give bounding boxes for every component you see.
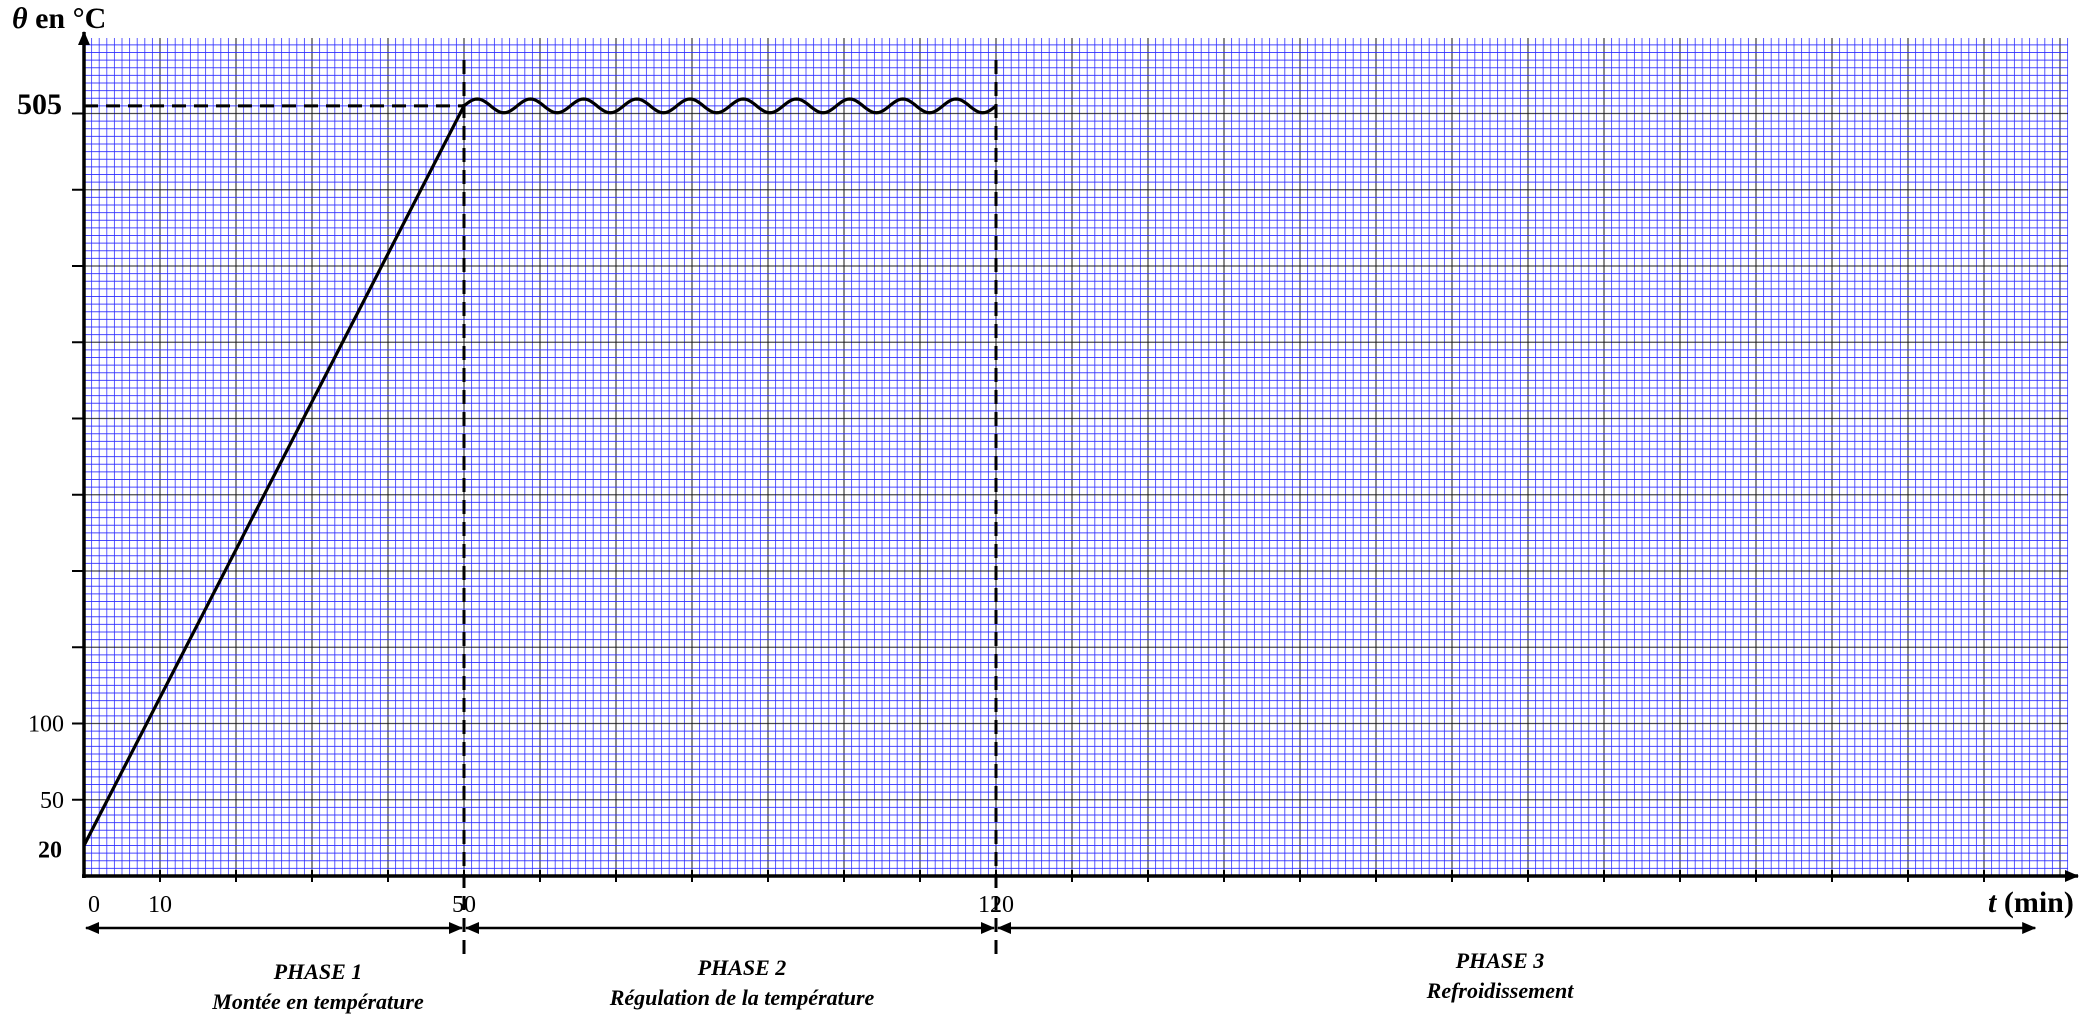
x-axis-unit: (min) [2003, 886, 2074, 919]
y-axis-symbol: θ [12, 2, 28, 35]
phase-3-label: PHASE 3 Refroidissement [1350, 946, 1650, 1006]
phase-3-subtitle: Refroidissement [1426, 978, 1574, 1003]
x-tick-label: 120 [978, 892, 1014, 918]
phase-2-title: PHASE 2 [697, 955, 787, 980]
phase-3-title: PHASE 3 [1455, 948, 1545, 973]
x-tick-label: 0 [88, 892, 100, 918]
y-axis-label: θ en °C [12, 2, 106, 36]
phase-2-subtitle: Régulation de la température [609, 985, 875, 1010]
phase-1-label: PHASE 1 Montée en température [168, 957, 468, 1017]
y-tick-label: 20 [38, 838, 62, 864]
x-tick-label: 10 [148, 892, 172, 918]
x-tick-label: 50 [452, 892, 476, 918]
phase-1-title: PHASE 1 [273, 959, 363, 984]
phase-2-label: PHASE 2 Régulation de la température [562, 953, 922, 1013]
phase-1-subtitle: Montée en température [212, 989, 424, 1014]
grid [83, 38, 2069, 877]
y-axis-unit: en °C [35, 2, 107, 35]
x-axis-symbol: t [1988, 886, 1997, 919]
x-axis-label: t (min) [1988, 886, 2074, 920]
y-tick-label: 505 [17, 88, 62, 121]
temperature-curve [82, 97, 998, 847]
y-tick-label: 100 [28, 712, 64, 738]
y-tick-label: 50 [40, 788, 64, 814]
